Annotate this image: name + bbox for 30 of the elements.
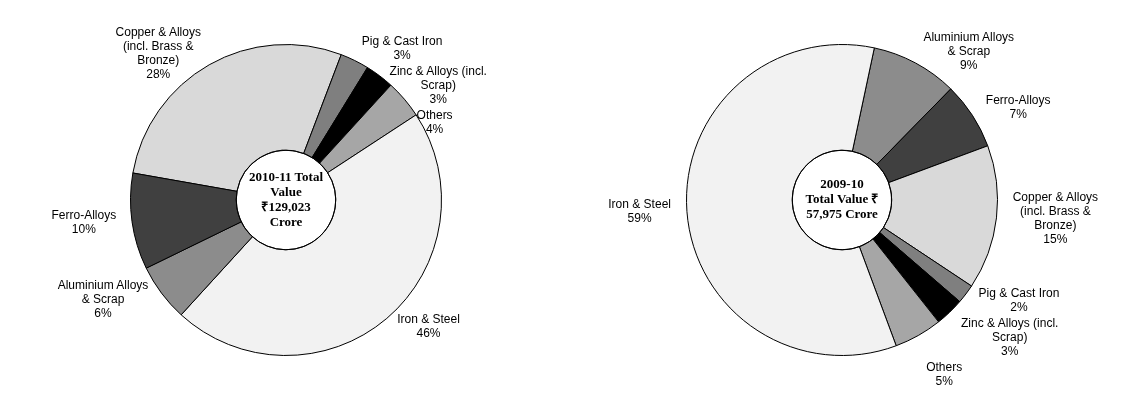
data-label: 10% [71,221,97,236]
data-label: 9% [960,57,978,72]
text: 2009-10 Total Value ₹ 57,975 Crore [805,176,879,222]
slice-label: Zinc & Alloys (incl. Scrap) [961,315,1059,344]
slice-label: Copper & Alloys (incl. Brass & Bronze) [115,24,201,67]
slice-label: Others [416,108,453,123]
data-label: 59% [627,210,652,225]
data-label: 15% [1043,231,1068,246]
slice-label: Aluminium Alloys & Scrap [923,29,1015,58]
slice-label: Copper & Alloys (incl. Brass & Bronze) [1012,189,1099,232]
slice-label: Ferro-Alloys [985,93,1051,108]
data-label: 5% [935,373,954,388]
data-label: 6% [94,305,112,320]
slice-label: Iron & Steel [608,196,671,211]
slice-label: Pig & Cast Iron [978,285,1060,300]
data-label: 3% [429,92,448,107]
data-label: 3% [1001,343,1019,358]
slice-label: Ferro-Alloys [51,207,117,222]
data-label: 28% [146,66,171,81]
data-label: 2% [1010,299,1028,314]
slice-label: Aluminium Alloys & Scrap [57,277,149,306]
slice-label: Zinc & Alloys (incl. Scrap) [389,64,487,93]
data-label: 4% [425,122,444,137]
data-label: 3% [393,48,412,63]
slice-label: Iron & Steel [397,311,460,326]
data-label: 7% [1009,107,1028,122]
text: 2010-11 Total Value ₹129,023 Crore [248,168,324,229]
slice-label: Others [926,359,963,374]
slice-label: Pig & Cast Iron [361,34,443,49]
data-label: 46% [416,325,441,340]
